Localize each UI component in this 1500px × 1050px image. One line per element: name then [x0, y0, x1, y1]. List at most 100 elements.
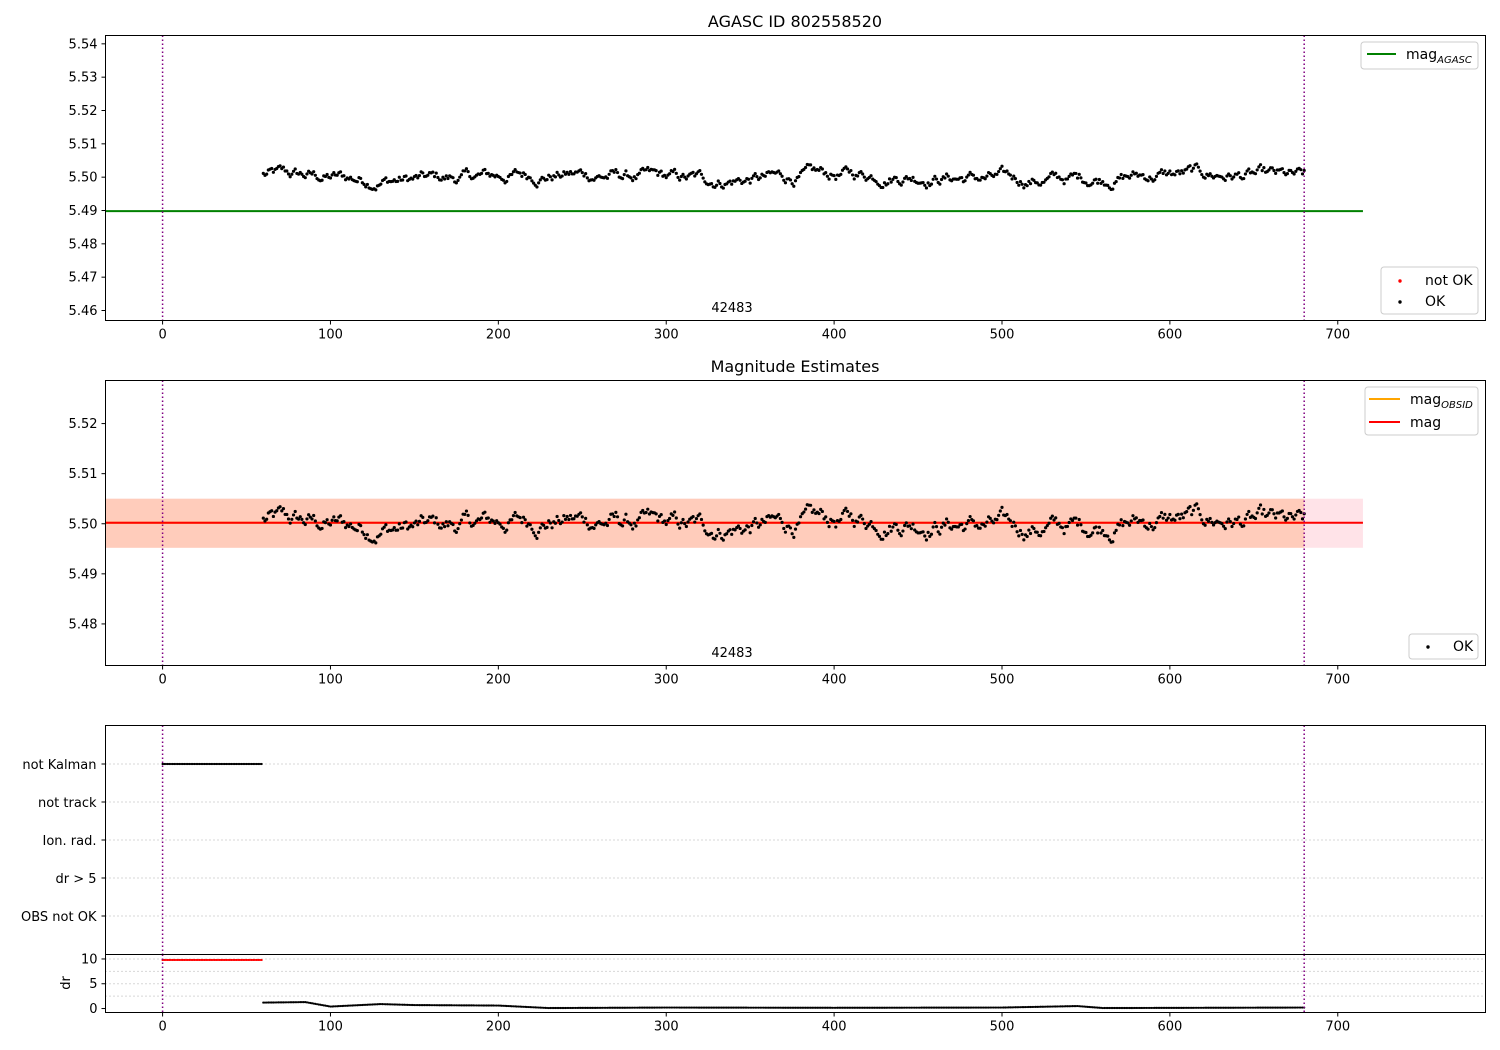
- ok-point: [1166, 171, 1170, 175]
- dr-point: [532, 1006, 535, 1009]
- ok-point: [1032, 526, 1036, 531]
- ok-point: [1127, 523, 1132, 527]
- ok-point: [1265, 513, 1269, 518]
- ok-point: [1015, 180, 1019, 185]
- dr-point: [955, 1006, 958, 1009]
- ok-point: [338, 170, 343, 174]
- dr-point: [1010, 1006, 1014, 1009]
- dr-point: [891, 1006, 894, 1009]
- ok-point: [1005, 512, 1009, 517]
- dr-point: [960, 1006, 963, 1009]
- dr-point: [1158, 1006, 1161, 1009]
- ok-point: [280, 509, 284, 513]
- ok-point: [693, 174, 697, 178]
- dr-point: [901, 1006, 905, 1009]
- dr-point: [1185, 1006, 1188, 1009]
- dr-point: [858, 1006, 861, 1009]
- flag-point: [201, 762, 204, 766]
- dr-point: [470, 1004, 473, 1007]
- dr-point: [814, 1006, 817, 1009]
- ok-point: [1096, 531, 1100, 535]
- dr-point: [562, 1006, 565, 1010]
- dr-point: [336, 1005, 339, 1008]
- ok-point: [1178, 517, 1182, 521]
- dr-point: [1252, 1006, 1255, 1009]
- ok-point: [1237, 171, 1241, 175]
- dr-point: [488, 1004, 492, 1007]
- dr-point: [601, 1006, 604, 1009]
- dr-point: [881, 1006, 884, 1009]
- ok-point: [580, 170, 584, 175]
- ok-point: [349, 522, 353, 526]
- dr-point: [1099, 1006, 1103, 1010]
- ok-point: [1114, 179, 1118, 184]
- ok-point: [270, 509, 274, 513]
- ok-point: [296, 517, 301, 521]
- ok-point: [679, 521, 683, 525]
- ok-point: [1121, 176, 1125, 181]
- dr-point: [1086, 1005, 1089, 1008]
- ok-point: [1000, 505, 1004, 509]
- ok-point: [820, 509, 824, 514]
- flag-point: [168, 762, 171, 766]
- ok-point: [1084, 530, 1088, 535]
- ok-point: [1232, 521, 1236, 526]
- ok-point: [513, 168, 517, 172]
- ok-point: [921, 530, 925, 534]
- x-tick-label: 0: [158, 673, 166, 688]
- ok-point: [503, 530, 507, 534]
- ok-point: [1099, 531, 1103, 535]
- dr-point: [779, 1006, 782, 1009]
- ok-point: [416, 176, 420, 180]
- ok-point: [743, 528, 747, 532]
- ok-point: [300, 172, 304, 176]
- ok-point: [1161, 171, 1165, 176]
- ok-point: [894, 522, 898, 527]
- dr-point: [1242, 1006, 1245, 1009]
- y-tick-label: 5.52: [69, 417, 98, 432]
- dr-point: [1125, 1006, 1128, 1010]
- dr-point: [943, 1006, 947, 1009]
- ok-point: [859, 169, 863, 174]
- ok-point: [646, 165, 650, 170]
- ok-point: [513, 510, 517, 515]
- ok-point: [788, 526, 793, 530]
- dr-point: [508, 1005, 512, 1008]
- ok-point: [904, 521, 908, 525]
- flag-point: [220, 762, 223, 766]
- dr-point: [827, 1006, 831, 1009]
- ok-point: [881, 537, 885, 541]
- legend-box: [1360, 41, 1479, 70]
- dr-point: [985, 1006, 988, 1009]
- ok-point: [615, 515, 620, 519]
- ok-point: [421, 515, 425, 519]
- ok-point: [421, 171, 425, 175]
- ok-point: [1225, 520, 1229, 524]
- ok-point: [303, 522, 307, 527]
- dr-point: [341, 1004, 344, 1008]
- dr-point: [948, 1006, 952, 1009]
- ok-point: [809, 503, 813, 507]
- dr-point: [708, 1006, 711, 1009]
- ok-point: [869, 519, 873, 524]
- dr-point: [1094, 1006, 1098, 1009]
- ok-point: [397, 175, 401, 179]
- dr-point: [383, 1003, 386, 1006]
- dr-point: [550, 1006, 554, 1010]
- dr-point: [1078, 1005, 1081, 1008]
- ok-point: [824, 515, 828, 519]
- ok-point: [699, 517, 704, 522]
- dr-point: [786, 1006, 789, 1009]
- dr-point: [668, 1006, 671, 1009]
- ok-point: [520, 521, 524, 525]
- ok-point: [832, 174, 836, 178]
- ok-point: [1282, 515, 1286, 519]
- ok-point: [1299, 510, 1303, 515]
- dr-point: [745, 1006, 748, 1009]
- dr-point: [322, 1004, 325, 1007]
- dr-point: [1244, 1006, 1247, 1009]
- ok-point: [1208, 172, 1212, 176]
- dr-point: [995, 1006, 999, 1009]
- y-tick-label: 5.54: [69, 37, 98, 52]
